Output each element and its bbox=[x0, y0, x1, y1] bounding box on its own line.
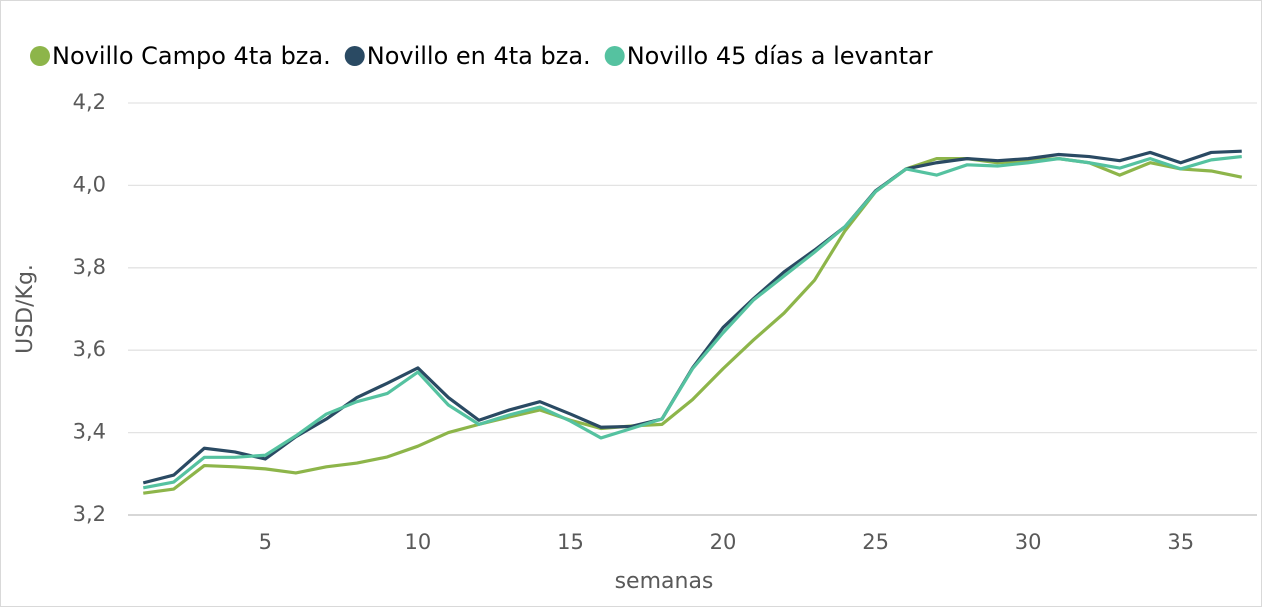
x-tick-label: 25 bbox=[862, 530, 889, 554]
legend-label: Novillo en 4ta bza. bbox=[367, 42, 591, 70]
legend-marker bbox=[604, 46, 625, 66]
y-tick-label: 4,2 bbox=[73, 90, 106, 114]
legend-label: Novillo Campo 4ta bza. bbox=[52, 42, 331, 70]
x-tick-label: 15 bbox=[557, 530, 584, 554]
x-tick-label: 20 bbox=[710, 530, 737, 554]
legend-marker bbox=[344, 46, 365, 66]
x-tick-label: 35 bbox=[1167, 530, 1194, 554]
x-axis-title: semanas bbox=[615, 569, 714, 594]
y-tick-label: 4,0 bbox=[73, 172, 106, 196]
y-tick-label: 3,6 bbox=[73, 337, 106, 361]
legend-marker bbox=[30, 46, 50, 66]
x-tick-label: 10 bbox=[405, 530, 432, 554]
x-tick-label: 30 bbox=[1015, 530, 1042, 554]
y-axis-title: USD/Kg. bbox=[13, 264, 38, 354]
x-tick-label: 5 bbox=[259, 530, 272, 554]
legend-label: Novillo 45 días a levantar bbox=[627, 42, 933, 70]
series-line bbox=[142, 154, 1242, 490]
y-tick-label: 3,2 bbox=[73, 502, 106, 526]
y-tick-label: 3,8 bbox=[73, 255, 106, 279]
y-tick-label: 3,4 bbox=[73, 420, 106, 444]
